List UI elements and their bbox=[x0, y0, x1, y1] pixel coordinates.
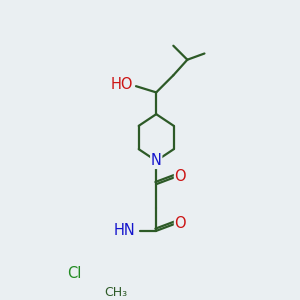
Text: O: O bbox=[175, 216, 186, 231]
Text: N: N bbox=[151, 153, 162, 168]
Text: CH₃: CH₃ bbox=[104, 286, 127, 299]
Text: HN: HN bbox=[113, 223, 135, 238]
Text: Cl: Cl bbox=[68, 266, 82, 281]
Text: O: O bbox=[175, 169, 186, 184]
Text: HO: HO bbox=[110, 77, 133, 92]
